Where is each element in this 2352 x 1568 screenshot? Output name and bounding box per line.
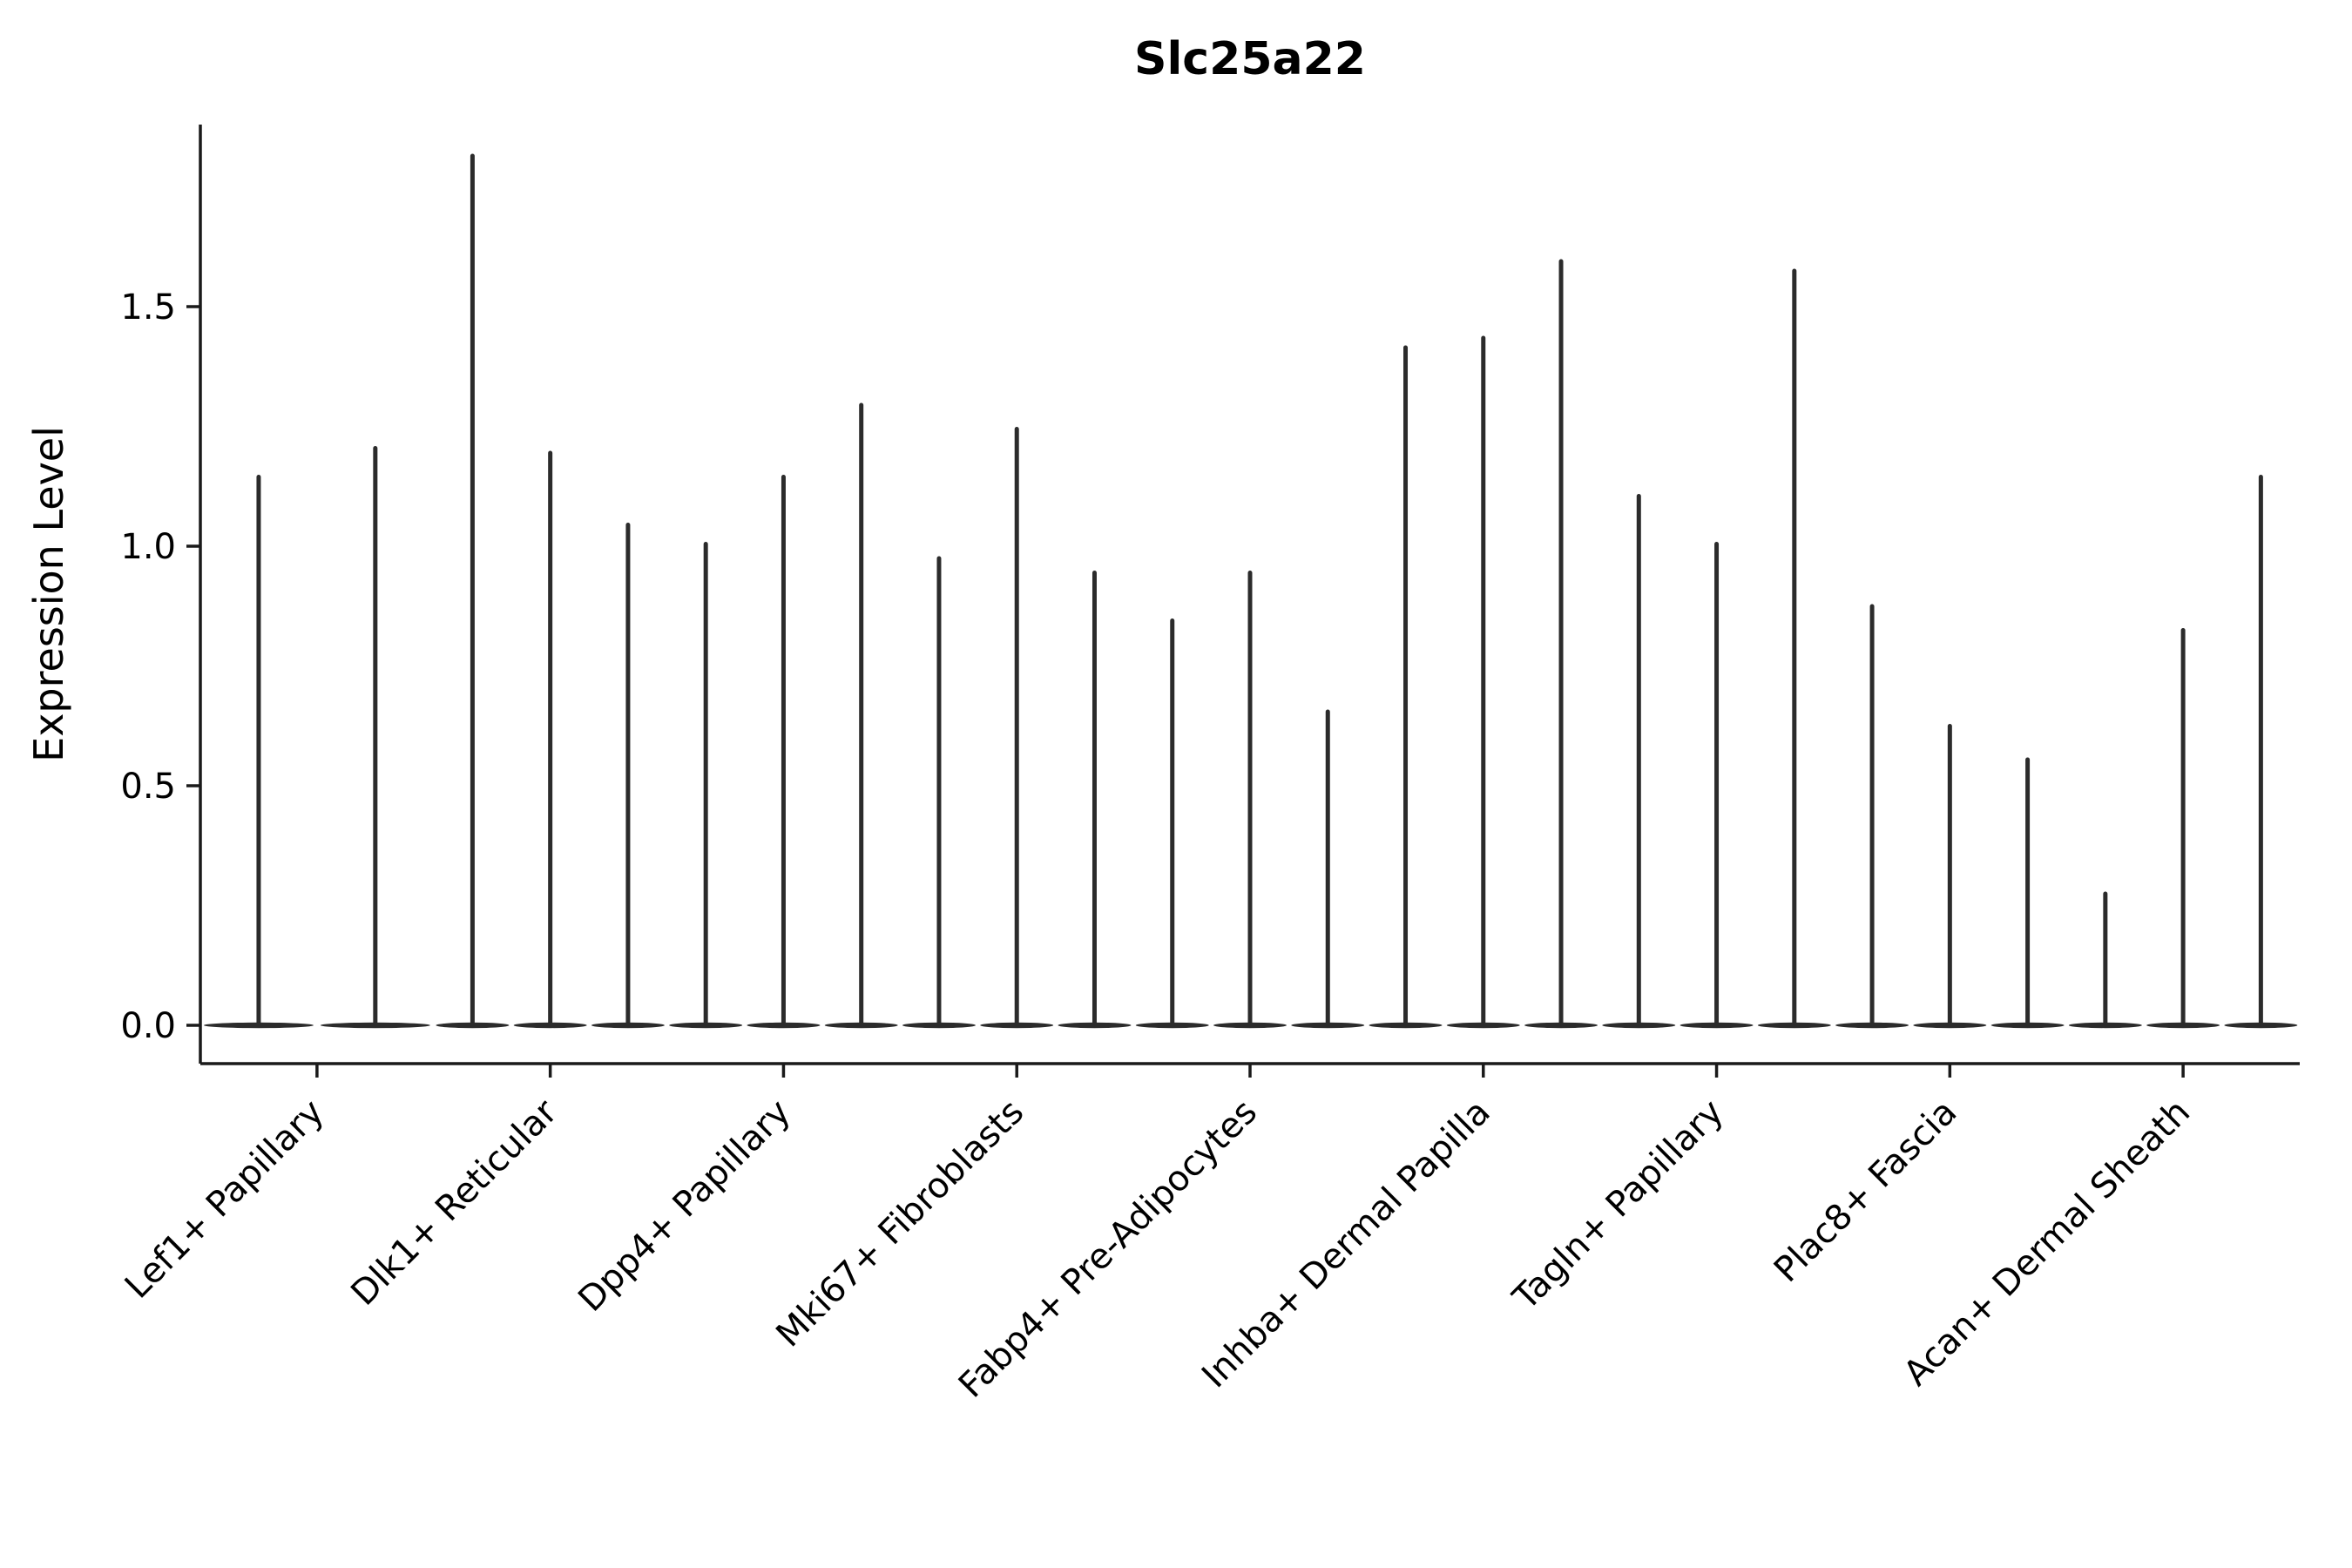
violin-base [747,1022,821,1029]
violin-base [1524,1022,1598,1029]
x-tick-label: Dlk1+ Reticular [343,1092,565,1314]
violin-base [2146,1022,2220,1029]
violin-base [1680,1022,1754,1029]
violin-base [2224,1022,2298,1029]
violin-base [1213,1022,1287,1029]
violin-base [902,1022,976,1029]
violin-base [824,1022,898,1029]
violin-base [1835,1022,1909,1029]
violin-base [1602,1022,1676,1029]
violin-base [1291,1022,1365,1029]
x-tick-label: Lef1+ Papillary [118,1092,332,1307]
violin-base [204,1022,314,1029]
violin-base [591,1022,665,1029]
violin-base [1446,1022,1520,1029]
violin-base [436,1022,510,1029]
y-tick-label: 1.5 [120,287,176,328]
y-tick-label: 1.0 [120,527,176,567]
violin-base [1990,1022,2065,1029]
y-tick-label: 0.0 [120,1006,176,1046]
x-tick-label: Tagln+ Papillary [1505,1092,1732,1319]
violin-base [1757,1022,1831,1029]
violin-base [2068,1022,2142,1029]
y-axis-label: Expression Level [25,426,72,762]
violin-base [1913,1022,1987,1029]
violin-base [513,1022,587,1029]
violin-base [669,1022,743,1029]
violin-base [1135,1022,1209,1029]
violin-base [980,1022,1054,1029]
violin-base [320,1022,430,1029]
violin-base [1369,1022,1443,1029]
x-tick-label: Plac8+ Fascia [1767,1092,1965,1291]
plot-area: 0.0 0.5 1.0 1.5 Lef1+ Papillary Dlk1+ Reticul… [118,125,2300,1406]
x-tick-label: Dpp4+ Papillary [571,1092,798,1320]
violin-base [1058,1022,1132,1029]
x-tick-label: Mki67+ Fibroblasts [768,1092,1031,1355]
chart-title: Slc25a22 [1134,33,1366,85]
y-tick-label: 0.5 [120,767,176,807]
